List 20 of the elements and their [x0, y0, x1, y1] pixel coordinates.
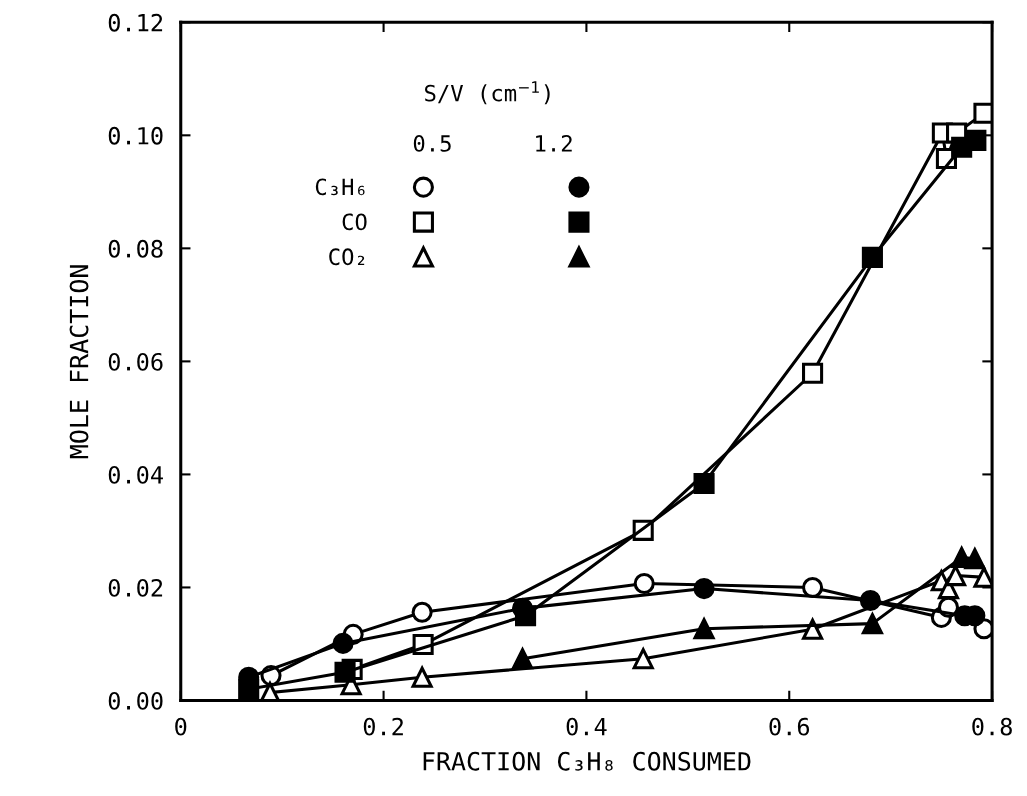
y-tick-label: 0.02 [108, 578, 163, 597]
x-tick-label: 0 [175, 717, 187, 736]
x-tick-label: 0.2 [363, 717, 403, 736]
legend-label: CO [342, 213, 367, 231]
y-tick-label: 0.00 [108, 691, 163, 710]
y-tick-label: 0.12 [108, 13, 163, 32]
annotation: 1.2 [536, 135, 572, 152]
y-tick-label: 0.08 [108, 239, 163, 258]
annotation: 0.5 [413, 135, 451, 152]
x-axis-title: FRACTION C₃H₈ CONSUMED [423, 751, 751, 771]
y-tick-label: 0.04 [108, 465, 163, 484]
legend-label: CO₂ [329, 248, 365, 266]
x-tick-label: 0.4 [566, 717, 607, 736]
x-tick-label: 0.6 [769, 717, 810, 736]
y-tick-label: 0.06 [108, 352, 163, 371]
x-tick-label: 0.8 [972, 717, 1012, 736]
y-axis-title: MOLE FRACTION [69, 265, 89, 459]
legend-label: C₃H₆ [315, 178, 365, 196]
y-tick-label: 0.10 [108, 126, 163, 145]
legend-title: S/V (cm$^{−1}$) [425, 81, 550, 105]
